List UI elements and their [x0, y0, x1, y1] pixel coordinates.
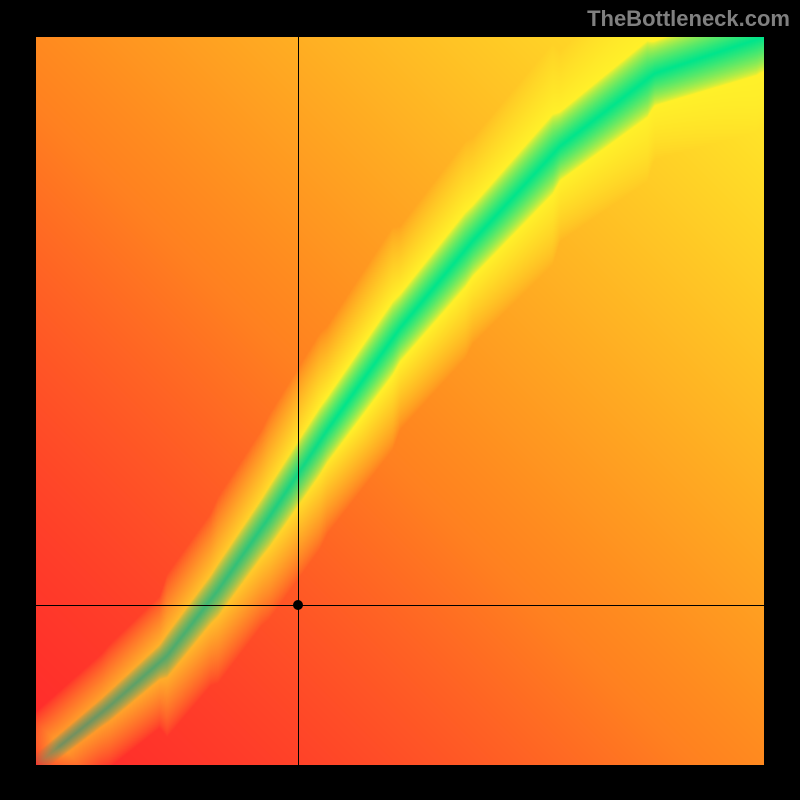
marker-dot	[293, 600, 303, 610]
plot-area	[36, 37, 764, 765]
watermark-text: TheBottleneck.com	[587, 6, 790, 32]
crosshair-horizontal	[36, 605, 764, 606]
crosshair-vertical	[298, 37, 299, 765]
chart-container: TheBottleneck.com	[0, 0, 800, 800]
bottleneck-heatmap	[36, 37, 764, 765]
